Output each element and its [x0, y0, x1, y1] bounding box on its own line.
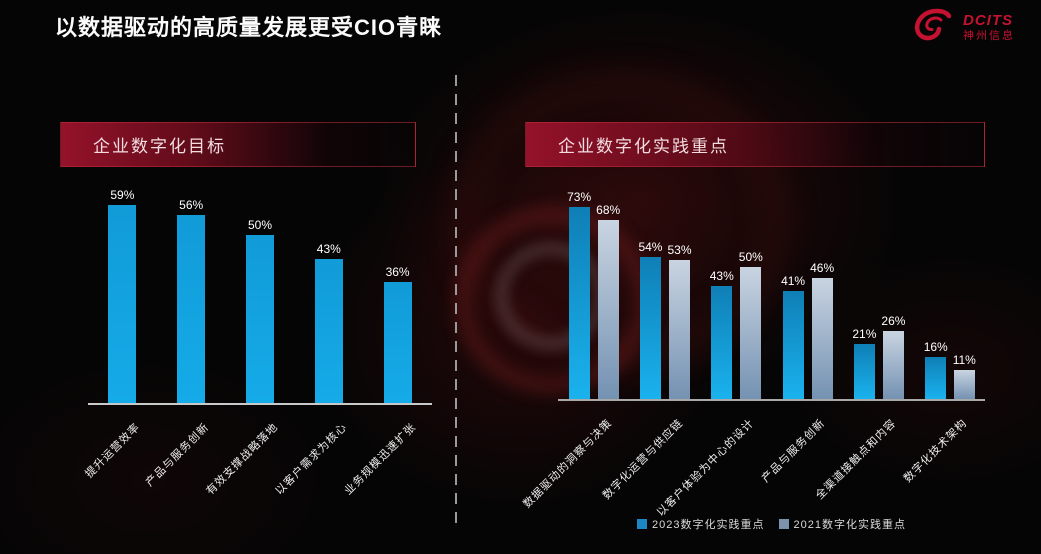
bar-value-label: 11% — [952, 353, 976, 367]
bar-value-label: 59% — [110, 188, 135, 202]
left-chart-title: 企业数字化目标 — [93, 137, 226, 156]
bar — [953, 370, 975, 399]
bar-item: 68% — [596, 203, 620, 399]
bar-value-label: 21% — [852, 327, 877, 341]
right-chart-title: 企业数字化实践重点 — [558, 137, 729, 156]
bar-value-label: 43% — [709, 269, 734, 283]
bar-value-label: 53% — [667, 243, 692, 257]
bar — [668, 260, 690, 399]
bar — [740, 267, 762, 399]
logo-company-text: 神州信息 — [963, 29, 1015, 42]
right-chart-category-axis: 数据驱动的洞察与决策 数字化运营与供应链 以客户体验为中心的设计 产品与服务创新 全渠道… — [521, 403, 985, 519]
bar — [245, 235, 274, 403]
dcits-swirl-icon — [911, 8, 957, 47]
left-chart-plot-area: 59% 56% 50% 43% 36% — [88, 185, 432, 405]
legend-swatch-icon — [778, 519, 789, 529]
bar-item: 43% — [710, 269, 734, 399]
right-chart-title-banner: 企业数字化实践重点 — [525, 122, 985, 167]
bar-item: 54% — [638, 240, 662, 399]
bar-item: 59% — [108, 188, 137, 403]
bar-group: 43% 50% — [710, 250, 763, 399]
bar — [177, 215, 206, 403]
bar-value-label: 73% — [567, 190, 592, 204]
right-chart-plot-area: 73% 68% 54% 53% 43% 50% 41% 46% 21% 26% 16% 11% — [558, 185, 985, 401]
bar-value-label: 54% — [638, 240, 663, 254]
legend-label: 2021数字化实践重点 — [793, 519, 906, 531]
bar-group: 56% — [177, 198, 206, 403]
bar-value-label: 36% — [385, 265, 410, 279]
bar-item: 50% — [245, 218, 274, 403]
bar-value-label: 41% — [781, 274, 806, 288]
bar-group: 41% 46% — [781, 261, 834, 399]
bar-value-label: 46% — [810, 261, 835, 275]
legend-item: 2023数字化实践重点 — [637, 516, 764, 532]
bar-item: 53% — [667, 243, 692, 399]
bar — [782, 291, 804, 399]
bar — [853, 344, 875, 399]
bar — [639, 257, 661, 399]
bar-item: 36% — [383, 265, 412, 403]
bar — [925, 357, 947, 399]
bar-group: 43% — [314, 242, 343, 403]
bar-item: 41% — [781, 274, 805, 399]
bar — [108, 205, 137, 403]
bar-group: 73% 68% — [567, 190, 620, 399]
bar-value-label: 68% — [596, 203, 621, 217]
bar-group: 54% 53% — [638, 240, 692, 399]
bar — [383, 282, 412, 403]
bar-value-label: 43% — [316, 242, 341, 256]
bar-value-label: 26% — [881, 314, 906, 328]
bar-item: 43% — [314, 242, 343, 403]
category-slot: 业务规模迅速扩张 — [342, 407, 432, 517]
right-chart-legend: 2023数字化实践重点 2021数字化实践重点 — [558, 516, 985, 532]
bar-value-label: 56% — [179, 198, 204, 212]
left-chart-title-banner: 企业数字化目标 — [60, 122, 416, 167]
bar-value-label: 50% — [247, 218, 272, 232]
bar-group: 50% — [245, 218, 274, 403]
bar-item: 50% — [739, 250, 763, 399]
bar-item: 21% — [852, 327, 876, 399]
page-title: 以数据驱动的高质量发展更受CIO青睐 — [55, 15, 443, 40]
bar — [882, 331, 904, 399]
bar — [568, 207, 590, 399]
bar — [314, 259, 343, 403]
bar-value-label: 50% — [738, 250, 763, 264]
logo-brand-text: DCITS — [963, 12, 1013, 30]
bar-item: 16% — [924, 340, 948, 399]
bar-value-label: 16% — [923, 340, 948, 354]
bar-item: 46% — [810, 261, 834, 399]
bar-group: 21% 26% — [852, 314, 905, 399]
category-slot: 数字化技术架构 — [902, 403, 985, 513]
legend-item: 2021数字化实践重点 — [778, 516, 906, 532]
bar — [711, 286, 733, 399]
bar-item: 56% — [177, 198, 206, 403]
bar-group: 59% — [108, 188, 137, 403]
legend-swatch-icon — [637, 519, 648, 529]
section-divider — [455, 75, 457, 528]
bar-item: 11% — [953, 353, 976, 399]
category-label: 提升运营效率 — [83, 421, 144, 481]
company-logo: DCITS 神州信息 — [911, 8, 1015, 47]
bar-item: 26% — [881, 314, 905, 399]
bar — [597, 220, 619, 399]
legend-label: 2023数字化实践重点 — [652, 519, 765, 531]
bar-item: 73% — [567, 190, 591, 399]
bar-group: 16% 11% — [924, 340, 976, 399]
bar — [811, 278, 833, 399]
left-chart-category-axis: 提升运营效率 产品与服务创新 有效支撑战略落地 以客户需求为核心 业务规模迅速扩张 — [84, 407, 432, 517]
bar-group: 36% — [383, 265, 412, 403]
